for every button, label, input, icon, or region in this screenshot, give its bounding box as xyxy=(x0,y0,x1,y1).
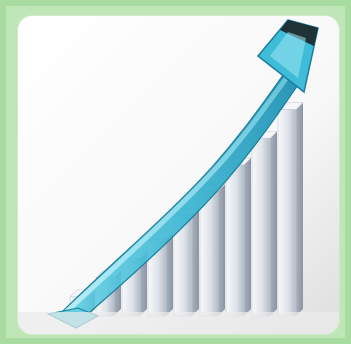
bar-side-face xyxy=(270,131,277,316)
bar-side-face xyxy=(192,208,199,316)
bar-column xyxy=(173,207,200,317)
growth-arrow-tip-dark xyxy=(280,20,318,46)
growth-chart-illustration xyxy=(18,16,339,334)
bar-front-face xyxy=(225,164,245,317)
bar-side-face xyxy=(296,102,303,316)
growth-arrow-highlight xyxy=(63,73,291,315)
bar-column xyxy=(225,157,252,317)
bar-front-face xyxy=(277,109,297,317)
bar-side-face xyxy=(166,232,173,316)
bar-side-face xyxy=(244,157,251,316)
bar-front-face xyxy=(199,190,219,317)
bar-column xyxy=(277,102,304,317)
bar-side-face xyxy=(140,251,147,316)
bar-column xyxy=(147,231,174,317)
growth-arrow-with-bars-image xyxy=(18,16,339,334)
growth-arrow-head-facet xyxy=(270,32,306,78)
bar-column xyxy=(251,131,278,317)
bar-front-face xyxy=(251,138,271,317)
bar-side-face xyxy=(218,184,225,316)
floor-reflection xyxy=(18,312,339,334)
